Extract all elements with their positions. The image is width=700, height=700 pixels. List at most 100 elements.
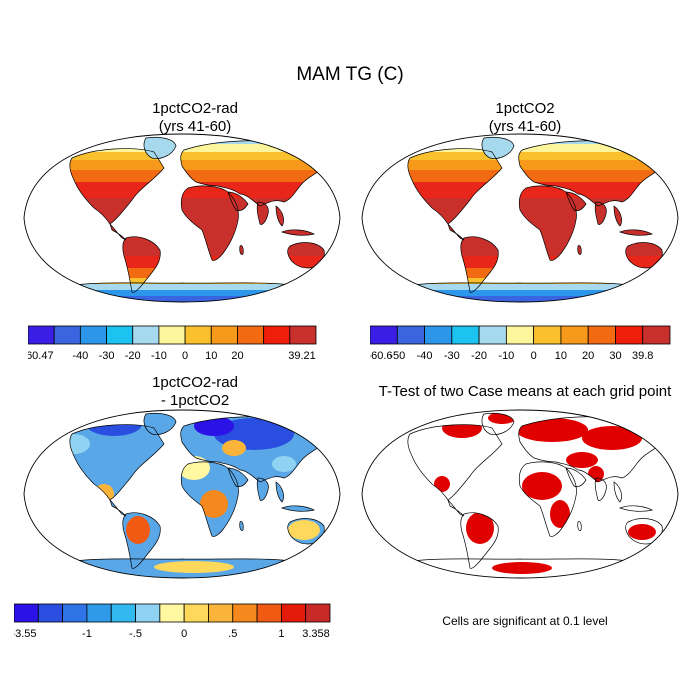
diff-anomaly-patch — [222, 440, 246, 456]
temperature-band — [54, 170, 328, 182]
colorbar-1-box — [106, 325, 134, 345]
map-border — [361, 133, 679, 303]
significant-cells — [434, 476, 450, 492]
coastline-arabia — [227, 467, 249, 488]
temperature-band — [392, 152, 666, 160]
colorbar-2-box — [642, 325, 671, 345]
temperature-band — [392, 182, 666, 198]
coastline-northAmerica — [69, 148, 165, 225]
coastline-indonesia — [280, 505, 316, 512]
colorbar-2-box — [533, 325, 562, 345]
colorbar-3-box — [183, 603, 209, 623]
diff-anomaly-patch — [126, 516, 150, 544]
significant-cells — [516, 418, 588, 442]
africa-hot-patch — [532, 200, 568, 228]
coastline-seAsia — [613, 481, 622, 503]
panel-4-title-line1: T-Test of two Case means at each grid po… — [378, 383, 672, 400]
colorbar-2-box — [505, 325, 535, 345]
colorbar-3-box — [280, 603, 307, 623]
panel-title-1: 1pctCO2-rad (yrs 41-60) — [40, 100, 350, 136]
coastline-arabia — [565, 467, 587, 488]
colorbar-2-label: -50 — [389, 350, 405, 362]
colorbar-1-box — [28, 325, 55, 345]
map-panel-difference — [23, 409, 341, 579]
colorbar-1-label: 20 — [231, 350, 243, 362]
colorbar-2-box — [396, 325, 425, 345]
coastline-greenland — [481, 136, 515, 159]
colorbar-3-label: -1 — [82, 628, 92, 640]
colorbar-3-box — [14, 603, 39, 623]
significant-cells — [466, 512, 494, 544]
temperature-band — [392, 284, 666, 290]
coastline-centralAmerica — [447, 223, 465, 241]
temperature-band — [54, 182, 328, 198]
colorbar-1-box — [53, 325, 81, 345]
colorbar-2-box — [424, 325, 453, 345]
colorbar-2-box — [478, 325, 507, 345]
colorbar-3-box — [135, 603, 161, 623]
coastline-indonesia — [618, 229, 654, 236]
map-border — [23, 409, 341, 579]
colorbar-3-box — [208, 603, 234, 623]
colorbar-2-box — [587, 325, 616, 345]
colorbar-1-label: -30 — [99, 350, 115, 362]
map-panel-ttest — [361, 409, 679, 579]
coastline-seAsia — [613, 205, 622, 227]
coastline-africa — [180, 461, 239, 537]
colorbar-3-label: 0 — [181, 628, 187, 640]
coastline-indonesia — [618, 505, 654, 512]
coastline-madagascar — [577, 521, 582, 531]
coastline-centralAmerica — [109, 499, 127, 517]
colorbar-2-label: 0 — [531, 350, 537, 362]
map-border — [361, 409, 679, 579]
colorbar-1-box — [289, 325, 317, 345]
coastline-greenland — [481, 412, 515, 435]
coastline-southAmerica — [460, 236, 499, 293]
colorbar-3-box — [159, 603, 185, 623]
temperature-band — [392, 160, 666, 170]
coastline-australia — [625, 518, 663, 545]
coastline-centralAmerica — [447, 499, 465, 517]
significant-cells — [628, 524, 656, 540]
coastline-northAmerica — [407, 424, 503, 501]
colorbar-1-box — [184, 325, 212, 345]
coastline-africa — [180, 185, 239, 261]
colorbar-1-label: 10 — [205, 350, 217, 362]
significant-cells — [582, 426, 642, 450]
significant-cells — [492, 562, 552, 574]
panel-1-title-line2: (yrs 41-60) — [158, 118, 232, 135]
coastline-africa — [518, 185, 577, 261]
colorbar-1-label: -20 — [125, 350, 141, 362]
temperature-band — [392, 170, 666, 182]
colorbar-3-label: 1 — [278, 628, 284, 640]
colorbar-2-box — [615, 325, 644, 345]
colorbar-1-box — [158, 325, 186, 345]
colorbar-2-label: -40 — [417, 350, 433, 362]
temperature-band — [54, 160, 328, 170]
greenland-cold-patch — [482, 137, 514, 159]
coastline-madagascar — [577, 245, 582, 255]
colorbar-1-box — [237, 325, 265, 345]
panel-3-title-line1: 1pctCO2-rad — [152, 374, 238, 391]
coastline-australia — [287, 518, 325, 545]
colorbar-1-label: -40 — [72, 350, 88, 362]
coastline-greenland — [143, 136, 177, 159]
greenland-cold-patch — [144, 137, 176, 159]
panel-title-4: T-Test of two Case means at each grid po… — [352, 383, 698, 401]
colorbar-2-label: 20 — [582, 350, 594, 362]
coastline-india — [256, 477, 269, 501]
colorbar-2-label: 30 — [609, 350, 621, 362]
significant-cells — [550, 500, 570, 528]
colorbar-1-label: -10 — [151, 350, 167, 362]
panel-title-2: 1pctCO2 (yrs 41-60) — [370, 100, 680, 136]
colorbar-3-label: -.5 — [129, 628, 142, 640]
colorbar-2-label: -20 — [471, 350, 487, 362]
temperature-band — [392, 290, 666, 296]
panel-title-3: 1pctCO2-rad - 1pctCO2 — [40, 374, 350, 410]
colorbar-2-label: -10 — [498, 350, 514, 362]
colorbar-1-box — [79, 325, 107, 345]
colorbar-1-box — [132, 325, 160, 345]
colorbar-2-box — [451, 325, 480, 345]
coastline-northAmerica — [69, 424, 165, 501]
colorbar-1-box — [263, 325, 291, 345]
